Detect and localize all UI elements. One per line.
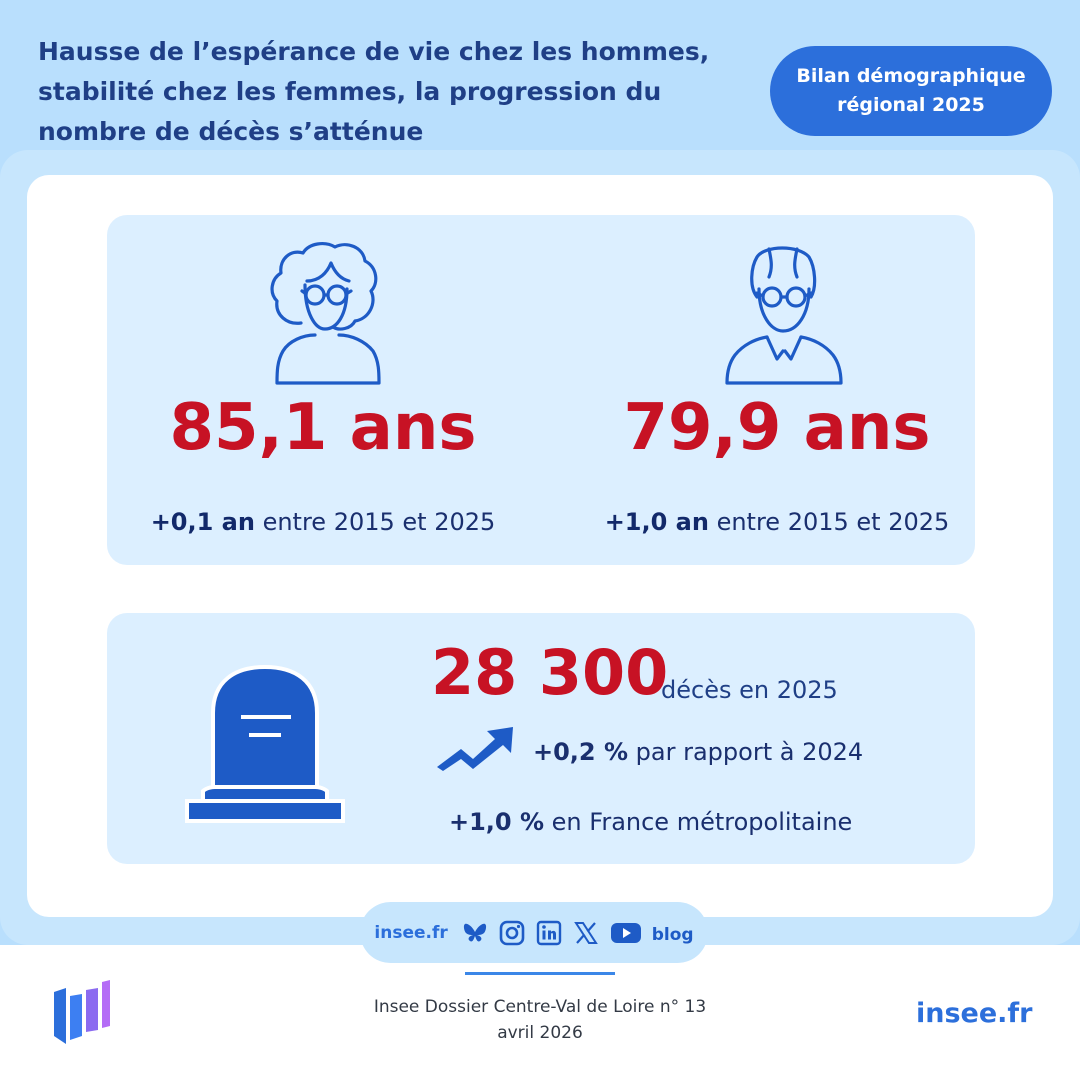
life-expectancy-panel: 85,1 ans +0,1 an entre 2015 et 2025 79,9… — [107, 215, 975, 565]
x-icon[interactable] — [572, 919, 600, 947]
deaths-unit: décès en 2025 — [661, 676, 838, 704]
national-change-amount: +1,0 % — [449, 808, 545, 836]
men-change-period: entre 2015 et 2025 — [708, 508, 950, 536]
elderly-woman-icon — [270, 242, 381, 385]
women-life-expectancy-change: +0,1 an entre 2015 et 2025 — [123, 507, 523, 537]
badge-line-1: Bilan démographique — [796, 65, 1026, 87]
publication-info: Insee Dossier Centre-Val de Loire n° 13 … — [340, 994, 740, 1046]
publication-date: avril 2026 — [497, 1023, 583, 1043]
badge-line-2: régional 2025 — [837, 94, 985, 116]
footer-divider — [465, 972, 615, 975]
youtube-icon[interactable] — [609, 919, 643, 947]
elderly-man-icon — [725, 246, 843, 385]
men-life-expectancy-change: +1,0 an entre 2015 et 2025 — [577, 507, 977, 537]
insee-site-link[interactable]: insee.fr — [374, 922, 448, 943]
content-card: 85,1 ans +0,1 an entre 2015 et 2025 79,9… — [27, 175, 1053, 917]
title-line-3: nombre de décès s’atténue — [38, 117, 424, 146]
deaths-change-reference: par rapport à 2024 — [628, 738, 864, 766]
trend-up-arrow-icon — [437, 727, 513, 771]
instagram-icon[interactable] — [498, 919, 526, 947]
social-links-bar: insee.fr blog — [360, 902, 708, 963]
title-line-1: Hausse de l’espérance de vie chez les ho… — [38, 37, 710, 66]
insee-logo-icon — [54, 980, 110, 1044]
women-life-expectancy-value: 85,1 ans — [169, 391, 477, 465]
blog-icon[interactable]: blog — [651, 924, 694, 945]
deaths-change-amount: +0,2 % — [533, 738, 629, 766]
women-change-amount: +0,1 an — [150, 508, 255, 536]
page-title: Hausse de l’espérance de vie chez les ho… — [38, 32, 738, 152]
deaths-annual-change: +0,2 % par rapport à 2024 — [533, 737, 863, 767]
deaths-value: 28 300 — [431, 636, 669, 709]
women-change-period: entre 2015 et 2025 — [254, 508, 496, 536]
title-line-2: stabilité chez les femmes, la progressio… — [38, 77, 662, 106]
men-change-amount: +1,0 an — [604, 508, 709, 536]
national-change-label: en France métropolitaine — [544, 808, 853, 836]
men-life-expectancy-value: 79,9 ans — [623, 391, 931, 465]
tombstone-icon — [185, 664, 345, 823]
publication-title: Insee Dossier Centre-Val de Loire n° 13 — [373, 997, 707, 1017]
report-badge: Bilan démographique régional 2025 — [770, 46, 1052, 136]
footer-site-link[interactable]: insee.fr — [916, 998, 1033, 1029]
deaths-panel: 28 300 décès en 2025 +0,2 % par rapport … — [107, 613, 975, 864]
deaths-national-change: +1,0 % en France métropolitaine — [449, 807, 852, 837]
bluesky-icon[interactable] — [461, 919, 489, 947]
linkedin-icon[interactable] — [535, 919, 563, 947]
